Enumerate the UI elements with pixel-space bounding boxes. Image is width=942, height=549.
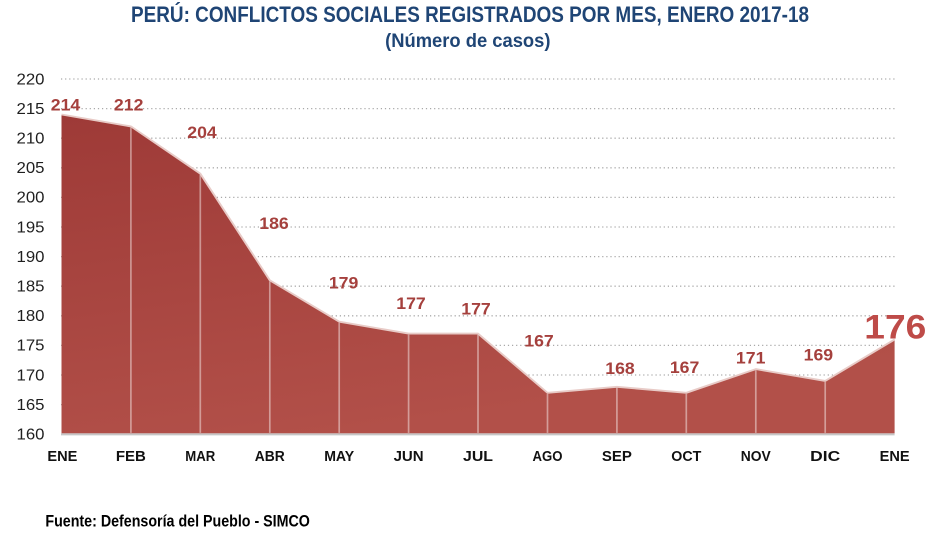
svg-text:171: 171 (736, 348, 766, 367)
svg-text:ENE: ENE (47, 448, 77, 465)
svg-text:(Número de casos): (Número de casos) (385, 30, 550, 52)
svg-text:ABR: ABR (255, 448, 285, 465)
svg-text:179: 179 (329, 274, 359, 293)
svg-text:JUL: JUL (463, 448, 493, 465)
svg-text:160: 160 (17, 427, 45, 444)
svg-text:SEP: SEP (602, 448, 632, 465)
svg-text:170: 170 (17, 367, 45, 384)
svg-text:OCT: OCT (671, 448, 702, 465)
svg-text:214: 214 (51, 96, 81, 115)
svg-text:220: 220 (17, 71, 45, 88)
svg-text:204: 204 (187, 123, 217, 142)
svg-text:AGO: AGO (533, 448, 563, 465)
svg-text:MAR: MAR (185, 448, 215, 465)
svg-text:205: 205 (17, 160, 45, 177)
svg-text:210: 210 (17, 131, 45, 148)
svg-text:DIC: DIC (810, 448, 840, 465)
svg-text:165: 165 (17, 397, 45, 414)
svg-text:ENE: ENE (880, 448, 910, 465)
svg-text:PERÚ: CONFLICTOS SOCIALES REGI: PERÚ: CONFLICTOS SOCIALES REGISTRADOS PO… (131, 2, 809, 27)
svg-text:175: 175 (17, 338, 45, 355)
svg-text:Fuente: Defensoría del Pueblo: Fuente: Defensoría del Pueblo - SIMCO (45, 511, 310, 530)
svg-text:FEB: FEB (116, 448, 146, 465)
svg-text:MAY: MAY (324, 448, 354, 465)
svg-text:215: 215 (17, 101, 45, 118)
svg-text:176: 176 (864, 309, 926, 347)
svg-text:200: 200 (17, 190, 45, 207)
svg-text:190: 190 (17, 249, 45, 266)
svg-text:167: 167 (670, 358, 700, 377)
svg-text:180: 180 (17, 308, 45, 325)
svg-text:185: 185 (17, 279, 45, 296)
svg-text:212: 212 (114, 96, 144, 115)
svg-text:168: 168 (605, 359, 635, 378)
svg-text:NOV: NOV (741, 448, 772, 465)
svg-text:167: 167 (524, 332, 554, 351)
svg-text:195: 195 (17, 219, 45, 236)
svg-text:169: 169 (804, 346, 834, 365)
svg-text:177: 177 (396, 294, 426, 313)
svg-text:186: 186 (259, 214, 289, 233)
svg-text:JUN: JUN (394, 448, 424, 465)
svg-text:177: 177 (461, 299, 491, 318)
